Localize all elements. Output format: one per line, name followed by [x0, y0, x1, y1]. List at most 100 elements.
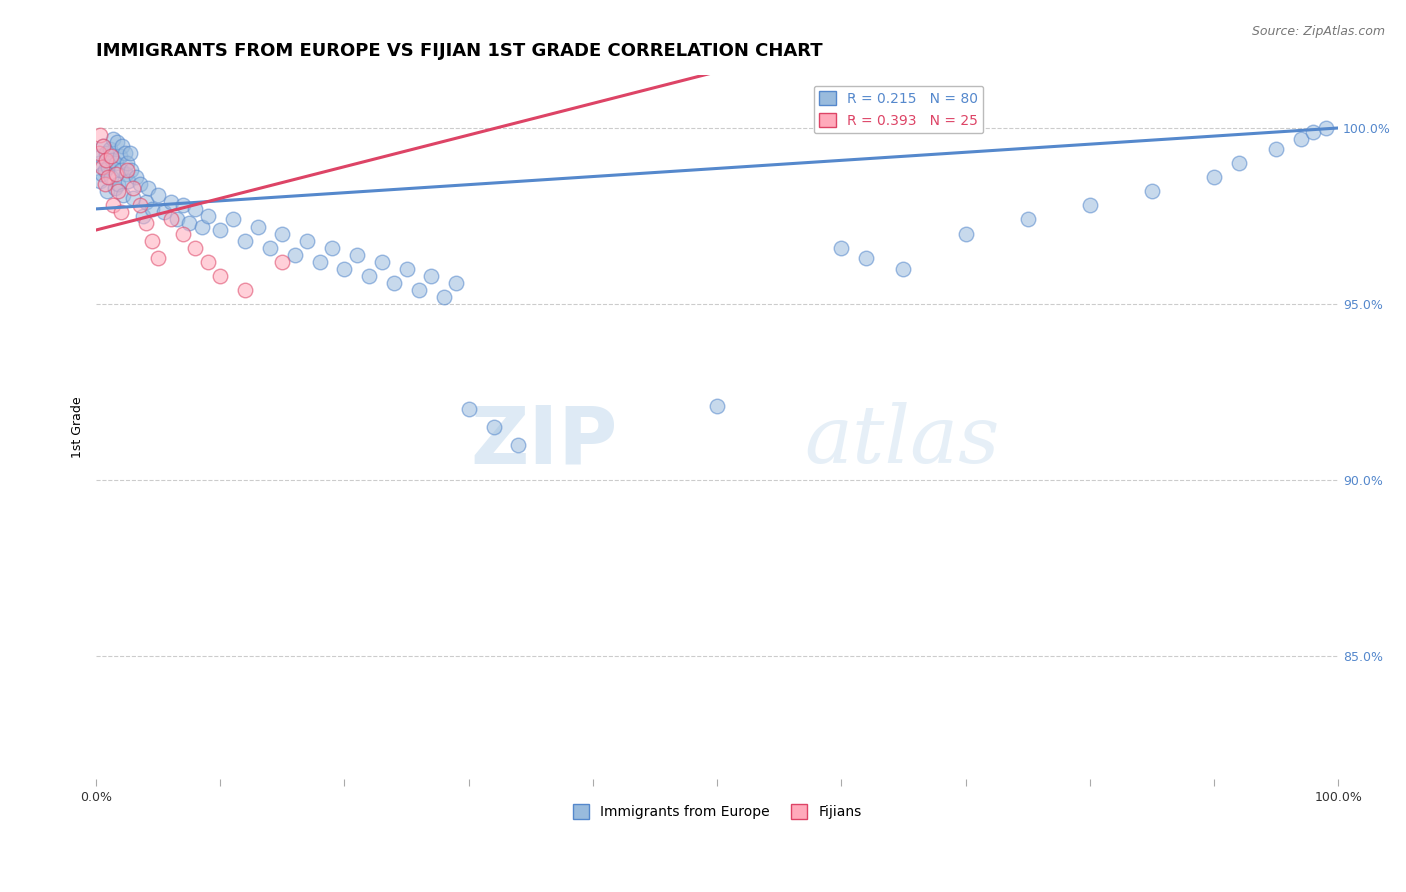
Point — [110, 205, 132, 219]
Point — [482, 420, 505, 434]
Point — [104, 181, 127, 195]
Point — [120, 163, 142, 178]
Point — [172, 227, 194, 241]
Point — [159, 194, 181, 209]
Point — [1302, 124, 1324, 138]
Point — [184, 202, 207, 216]
Point — [128, 198, 150, 212]
Point — [1227, 156, 1250, 170]
Point — [197, 254, 219, 268]
Point — [146, 251, 169, 265]
Point — [135, 216, 157, 230]
Point — [190, 219, 212, 234]
Point — [197, 209, 219, 223]
Point — [146, 187, 169, 202]
Point — [94, 153, 117, 167]
Point — [172, 198, 194, 212]
Point — [221, 212, 243, 227]
Point — [114, 145, 136, 160]
Point — [408, 283, 430, 297]
Point — [91, 160, 114, 174]
Point — [122, 181, 145, 195]
Point — [141, 234, 163, 248]
Point — [97, 170, 120, 185]
Point — [132, 209, 155, 223]
Point — [508, 437, 530, 451]
Point — [128, 178, 150, 192]
Point — [96, 184, 118, 198]
Point — [117, 174, 139, 188]
Point — [166, 212, 188, 227]
Point — [371, 254, 394, 268]
Point — [233, 283, 256, 297]
Point — [457, 402, 479, 417]
Point — [1140, 184, 1163, 198]
Point — [209, 223, 232, 237]
Text: ZIP: ZIP — [471, 402, 617, 480]
Point — [93, 163, 115, 178]
Point — [271, 227, 294, 241]
Point — [98, 142, 121, 156]
Point — [125, 170, 148, 185]
Point — [271, 254, 294, 268]
Point — [135, 194, 157, 209]
Point — [893, 261, 915, 276]
Point — [122, 191, 145, 205]
Point — [246, 219, 269, 234]
Point — [1315, 120, 1337, 135]
Point — [93, 138, 115, 153]
Point — [89, 128, 111, 142]
Point — [107, 178, 129, 192]
Point — [321, 241, 343, 255]
Point — [93, 138, 115, 153]
Point — [107, 184, 129, 198]
Point — [706, 399, 728, 413]
Point — [115, 163, 138, 178]
Point — [159, 212, 181, 227]
Y-axis label: 1st Grade: 1st Grade — [72, 396, 84, 458]
Point — [1265, 142, 1288, 156]
Point — [94, 145, 117, 160]
Point — [87, 145, 110, 160]
Point — [115, 156, 138, 170]
Point — [830, 241, 852, 255]
Point — [233, 234, 256, 248]
Point — [115, 167, 138, 181]
Point — [1202, 170, 1225, 185]
Point — [420, 268, 443, 283]
Legend: Immigrants from Europe, Fijians: Immigrants from Europe, Fijians — [567, 799, 868, 825]
Point — [333, 261, 356, 276]
Point — [359, 268, 381, 283]
Point — [184, 241, 207, 255]
Point — [179, 216, 201, 230]
Point — [153, 205, 176, 219]
Point — [395, 261, 418, 276]
Point — [104, 167, 127, 181]
Point — [136, 181, 159, 195]
Point — [101, 153, 124, 167]
Point — [446, 276, 468, 290]
Text: atlas: atlas — [804, 402, 1000, 480]
Text: Source: ZipAtlas.com: Source: ZipAtlas.com — [1251, 25, 1385, 38]
Point — [111, 138, 134, 153]
Point — [141, 202, 163, 216]
Point — [259, 241, 281, 255]
Point — [382, 276, 405, 290]
Point — [297, 234, 319, 248]
Point — [112, 187, 135, 202]
Point — [90, 149, 112, 163]
Point — [97, 160, 120, 174]
Point — [108, 149, 131, 163]
Point — [1017, 212, 1039, 227]
Point — [91, 167, 114, 181]
Point — [100, 149, 122, 163]
Point — [87, 156, 110, 170]
Point — [346, 247, 368, 261]
Point — [118, 145, 141, 160]
Point — [433, 290, 456, 304]
Point — [855, 251, 877, 265]
Point — [93, 178, 115, 192]
Point — [103, 131, 125, 145]
Point — [110, 163, 132, 178]
Point — [104, 156, 127, 170]
